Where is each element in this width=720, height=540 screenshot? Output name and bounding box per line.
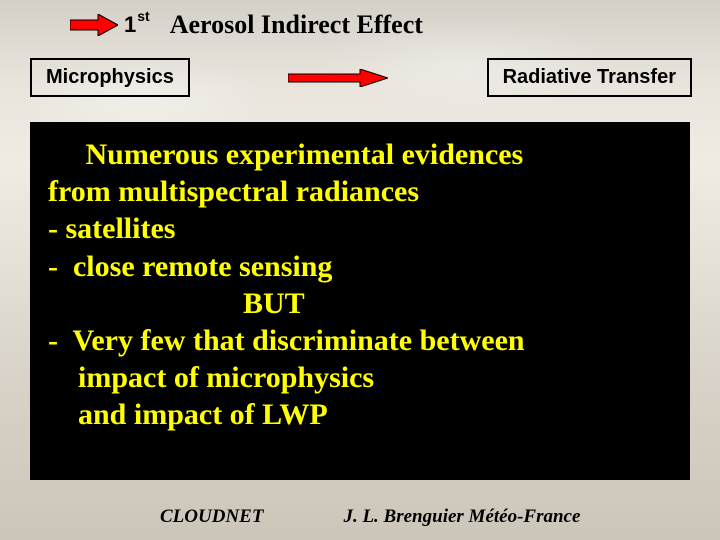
main-panel: Numerous experimental evidences from mul… [30,122,690,480]
box-microphysics: Microphysics [30,58,190,97]
title-text: Aerosol Indirect Effect [170,10,423,40]
footer-right: J. L. Brenguier Météo-France [343,506,580,528]
arrow-icon [70,14,118,36]
boxes-row: Microphysics Radiative Transfer [0,58,720,97]
ordinal-label: 1st [124,12,150,38]
ordinal-main: 1 [124,12,136,38]
footer: CLOUDNET J. L. Brenguier Météo-France [0,506,720,528]
footer-left: CLOUDNET [160,506,263,528]
top-row: 1st Aerosol Indirect Effect [0,10,720,40]
main-text: Numerous experimental evidences from mul… [48,136,672,434]
mid-arrow-wrap [190,69,487,87]
box-radiative-transfer: Radiative Transfer [487,58,692,97]
slide: 1st Aerosol Indirect Effect Microphysics… [0,0,720,540]
ordinal-sup: st [137,8,149,24]
arrow-icon [288,69,388,87]
